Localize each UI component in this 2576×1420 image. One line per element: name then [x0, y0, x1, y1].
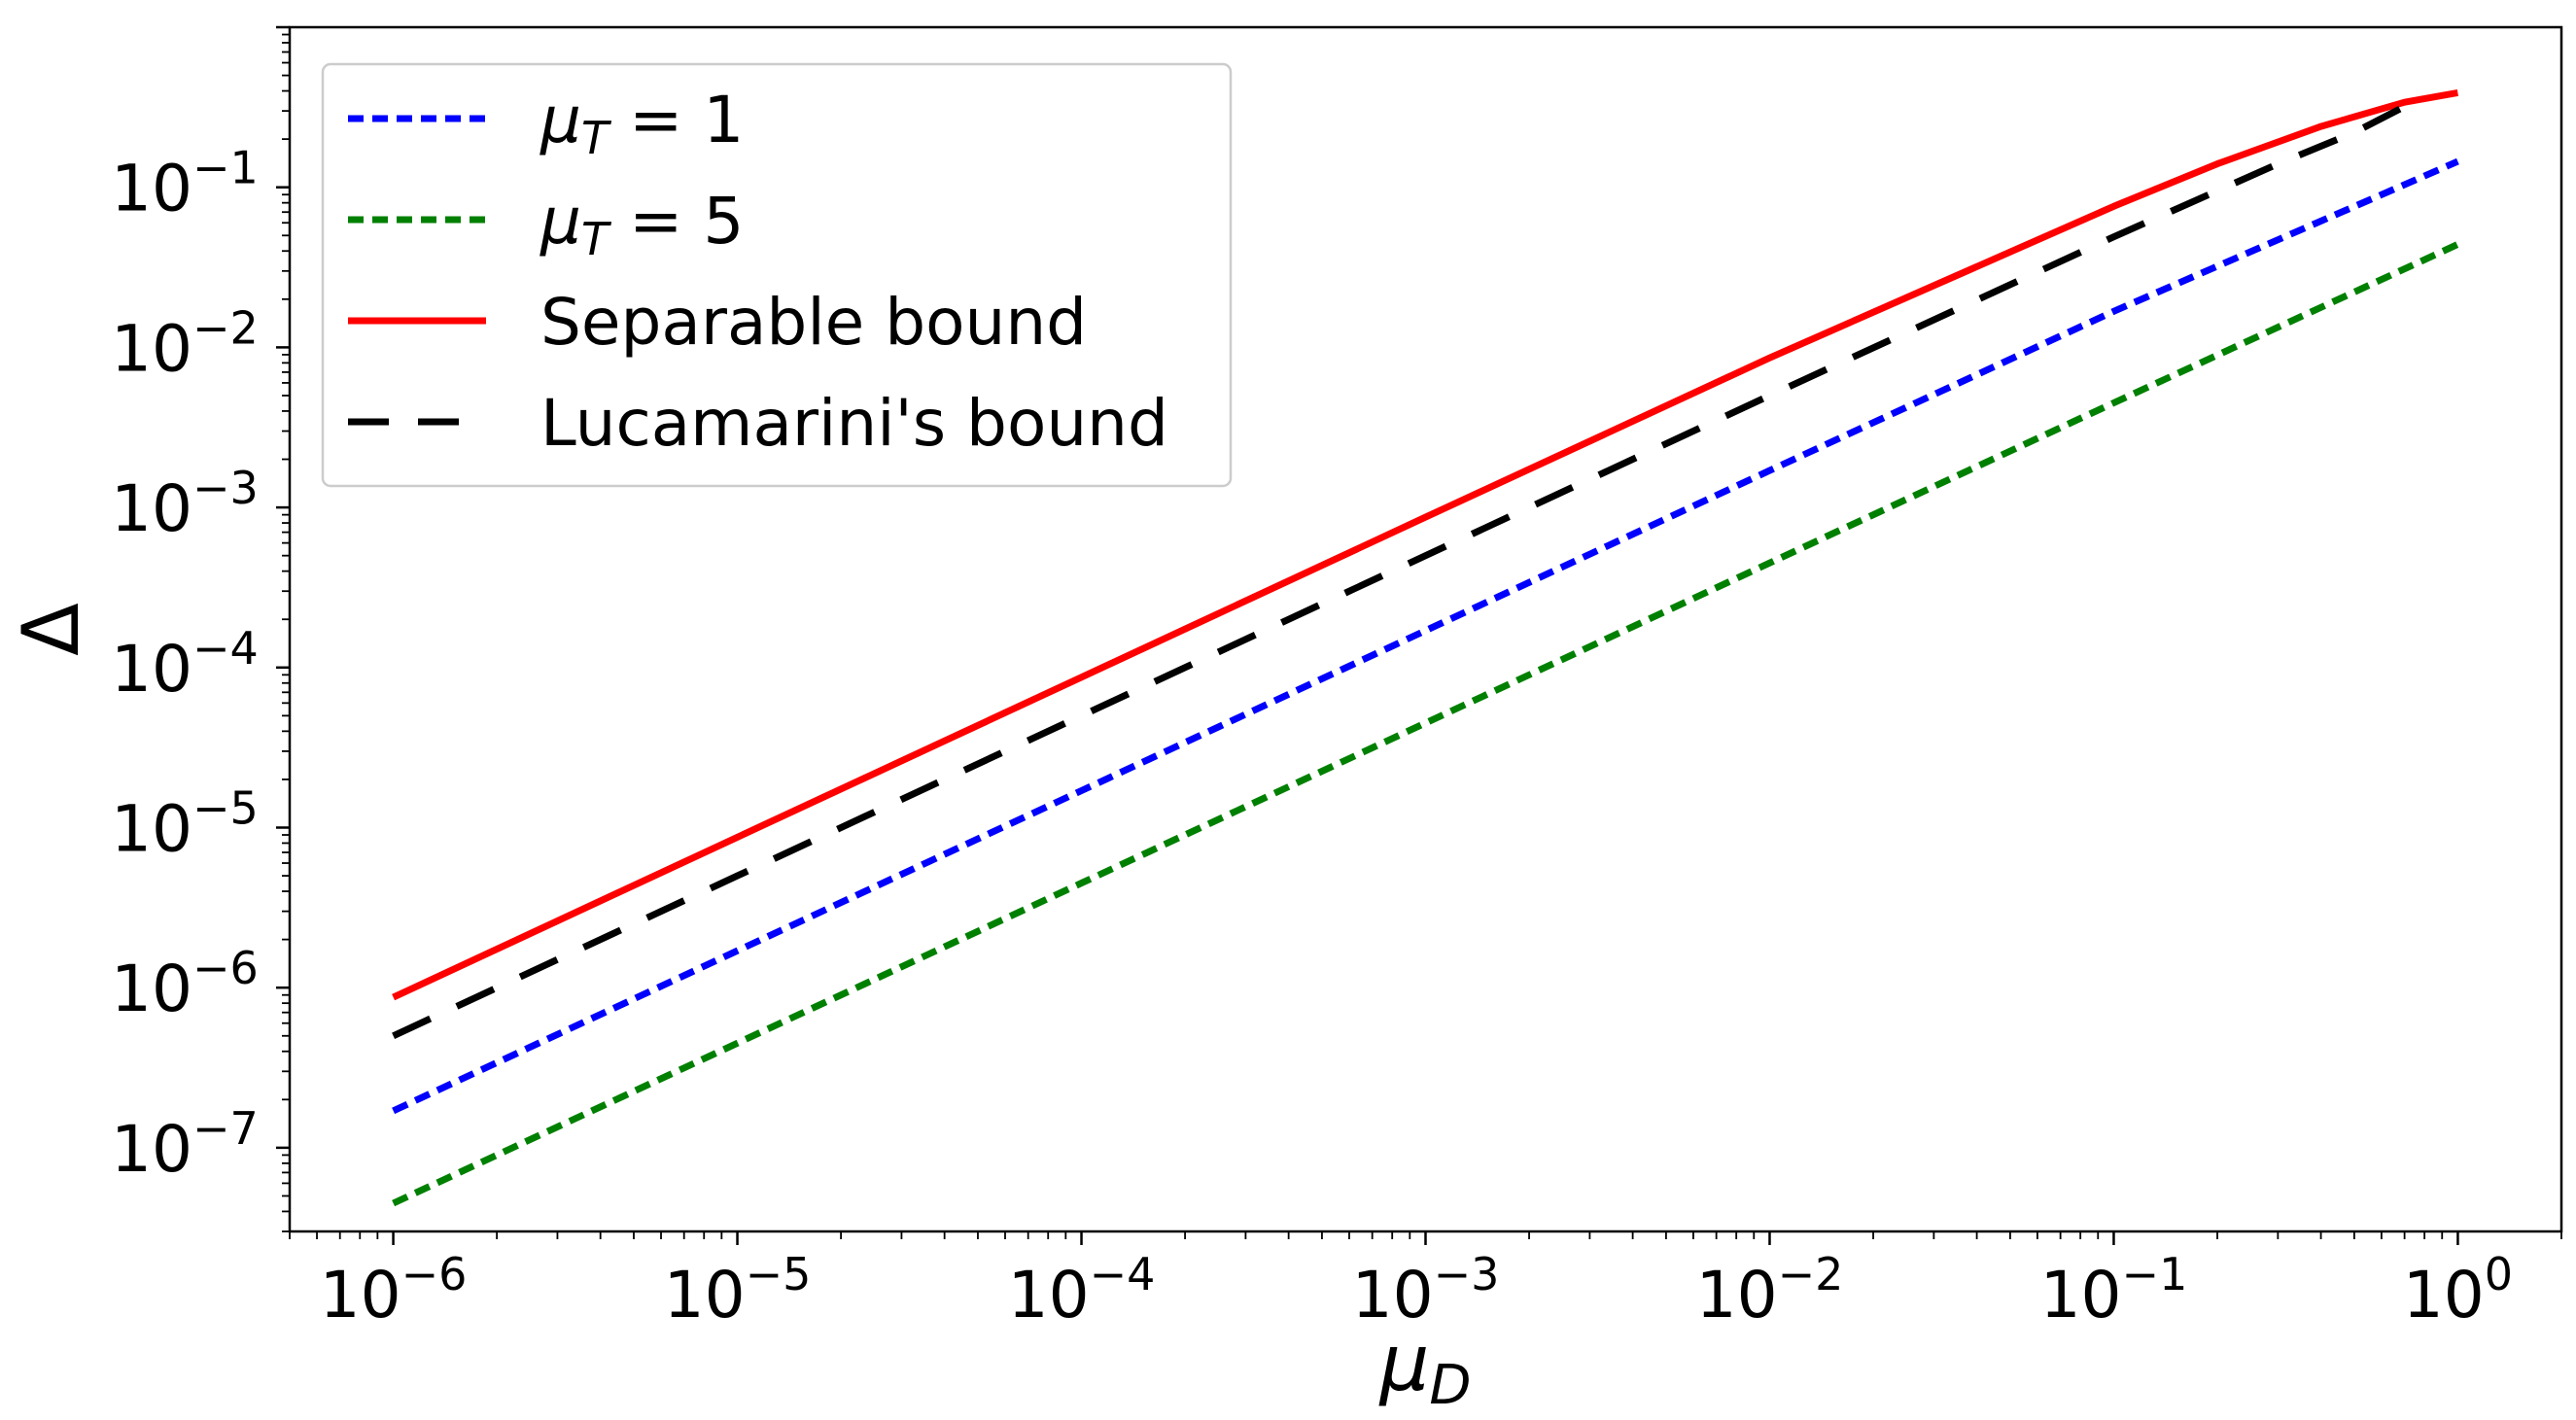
legend-label-4: Lucamarini's bound: [540, 386, 1168, 461]
x-axis-label: μD: [1377, 1318, 1471, 1417]
legend-label-2: μT = 5: [540, 184, 744, 265]
y-axis-label: Δ: [6, 603, 96, 656]
x-tick-label: 10−2: [1696, 1248, 1844, 1333]
y-tick-label: 10−2: [111, 301, 259, 386]
x-tick-label: 10−3: [1352, 1248, 1500, 1333]
series-line-4: [392, 92, 2426, 1039]
y-tick-label: 10−4: [111, 622, 259, 707]
x-tick-label: 100: [2403, 1248, 2513, 1333]
series-line-1: [392, 157, 2459, 1115]
legend: μT = 1 μT = 5 Separable bound Lucamarini's …: [321, 62, 1233, 488]
x-tick-label: 10−4: [1008, 1248, 1156, 1333]
series-line-3: [392, 88, 2459, 1001]
y-tick-label: 10−5: [111, 781, 259, 866]
legend-label-3: Separable bound: [540, 285, 1087, 360]
y-tick-label: 10−7: [111, 1102, 259, 1187]
y-tick-label: 10−1: [111, 142, 259, 226]
x-tick-label: 10−1: [2040, 1248, 2188, 1333]
legend-box: [321, 62, 1233, 488]
x-tick-label: 10−5: [664, 1248, 812, 1333]
series-line-2: [392, 241, 2459, 1207]
y-tick-label: 10−6: [111, 942, 259, 1026]
legend-label-1: μT = 1: [540, 83, 744, 164]
x-tick-label: 10−6: [320, 1248, 468, 1333]
y-tick-label: 10−3: [111, 462, 259, 546]
